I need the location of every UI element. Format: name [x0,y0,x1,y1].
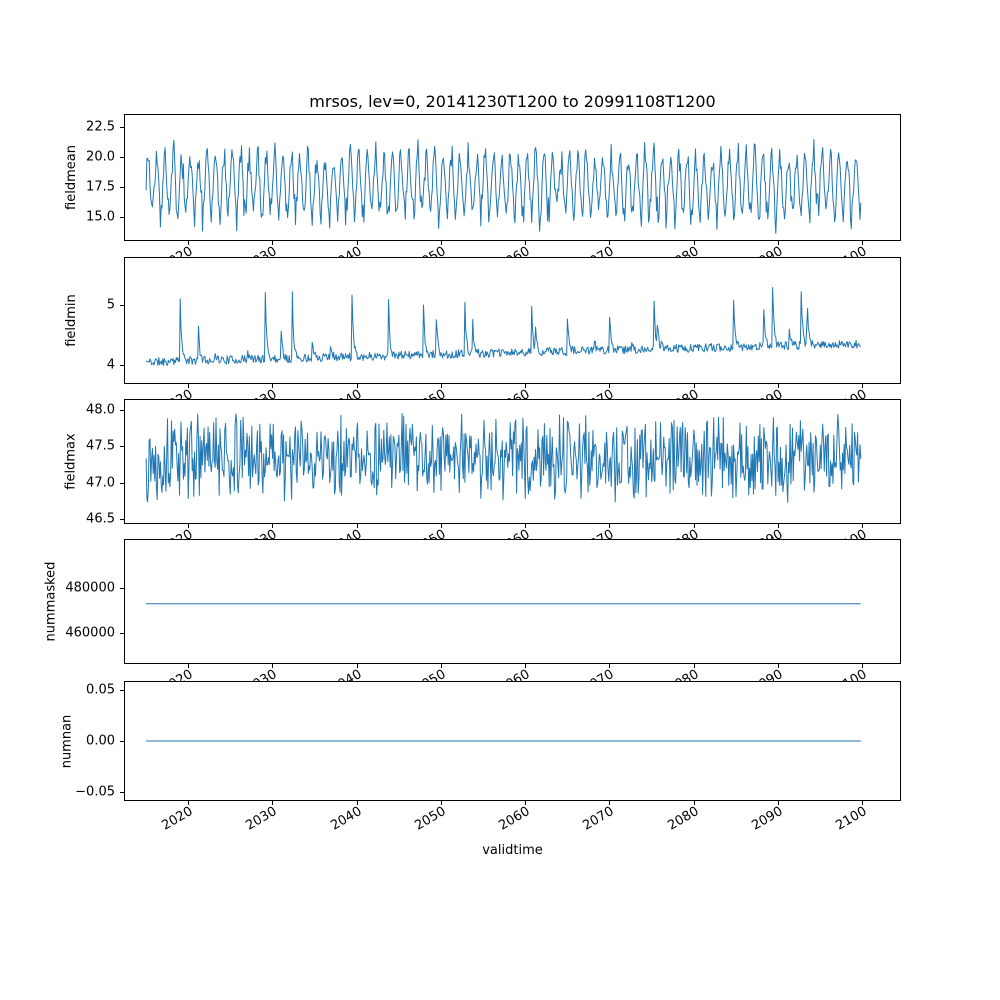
line-chart-fieldmax [145,412,862,503]
y-tick-label: 15.0 [86,209,115,225]
line-chart-fieldmean [145,139,862,234]
subplot-fieldmin: fieldmin 5420202030204020502060207020802… [64,257,901,417]
x-tick-mark [188,664,190,668]
x-tick-mark [525,801,527,805]
y-tick-mark [120,482,124,484]
y-tick-label: 480000 [65,580,115,596]
y-tick-mark [120,791,124,793]
y-tick-mark [120,410,124,412]
x-tick-mark [272,384,274,388]
x-tick-mark [777,524,779,528]
y-tick-mark [120,587,124,589]
x-tick-mark [272,801,274,805]
x-tick-mark [777,241,779,245]
y-tick-mark [120,690,124,692]
y-tick-mark [120,217,124,218]
y-tick-label: 0.05 [86,682,115,698]
x-tick-mark [609,664,611,668]
line-chart-fieldmin [145,287,861,366]
x-tick-mark [356,801,358,805]
y-tick-label: 47.0 [86,475,115,490]
x-tick-mark [440,241,442,245]
x-tick-mark [525,384,527,388]
x-tick-mark [188,524,190,528]
x-tick-mark [862,524,864,528]
y-tick-mark [120,633,124,635]
y-tick-label: 460000 [65,625,115,641]
y-tick-label: −0.05 [75,784,115,800]
x-tick-mark [188,241,190,245]
x-tick-mark [440,801,442,805]
x-tick-mark [862,384,864,388]
x-tick-mark [862,664,864,668]
x-tick-mark [609,801,611,805]
y-tick-label: 46.5 [86,511,115,527]
x-tick-mark [777,664,779,668]
x-tick-mark [188,801,190,805]
x-tick-mark [609,524,611,528]
x-tick-mark [440,384,442,388]
x-tick-mark [525,241,527,245]
y-tick-mark [120,127,124,128]
y-tick-label: 22.5 [86,119,115,135]
y-tick-label: 20.0 [86,149,115,165]
x-tick-mark [862,241,864,245]
x-tick-mark [272,524,274,528]
y-tick-label: 48.0 [86,402,115,418]
x-tick-mark [356,384,358,388]
x-tick-mark [693,801,695,805]
x-tick-mark [693,384,695,388]
x-tick-mark [693,664,695,668]
y-tick-label: 4 [106,357,115,373]
y-tick-label: 47.5 [86,438,115,454]
subplot-nummasked: nummasked 480000460000202020302040205020… [44,539,901,697]
chart-title: mrsos, lev=0, 20141230T1200 to 20991108T… [309,92,716,111]
subplot-fieldmean: fieldmean 22.520.017.515.020202030204020… [64,114,901,274]
x-tick-mark [525,524,527,528]
line-chart-numnan [146,740,861,742]
x-tick-mark [525,664,527,668]
x-tick-mark [356,241,358,245]
x-tick-mark [356,524,358,528]
x-tick-mark [609,384,611,388]
x-tick-mark [440,664,442,668]
subplot-numnan: numnan 0.05 0.00 −0.05 2020 2030 2040 2050 2060… [60,681,901,834]
y-tick-mark [120,518,124,520]
x-tick-mark [188,384,190,388]
x-tick-mark [609,241,611,245]
x-tick-mark [272,664,274,668]
x-tick-mark [356,664,358,668]
x-tick-mark [693,241,695,245]
x-axis-label: validtime [482,843,543,858]
x-tick-mark [440,524,442,528]
y-tick-mark [120,304,124,306]
x-tick-mark [862,801,864,805]
y-tick-label: 17.5 [86,179,115,195]
x-tick-mark [272,241,274,245]
x-tick-mark [777,384,779,388]
y-tick-mark [120,187,124,188]
y-tick-label: 5 [106,297,115,313]
y-tick-mark [120,157,124,158]
y-tick-mark [120,365,124,366]
y-tick-mark [120,741,124,742]
line-chart-nummasked [146,603,861,605]
y-tick-label: 0.00 [86,733,115,749]
x-tick-mark [777,801,779,805]
x-tick-mark [693,524,695,528]
y-tick-mark [120,446,124,448]
subplot-fieldmax: fieldmax 48.047.547.046.5202020302040205… [64,399,901,557]
